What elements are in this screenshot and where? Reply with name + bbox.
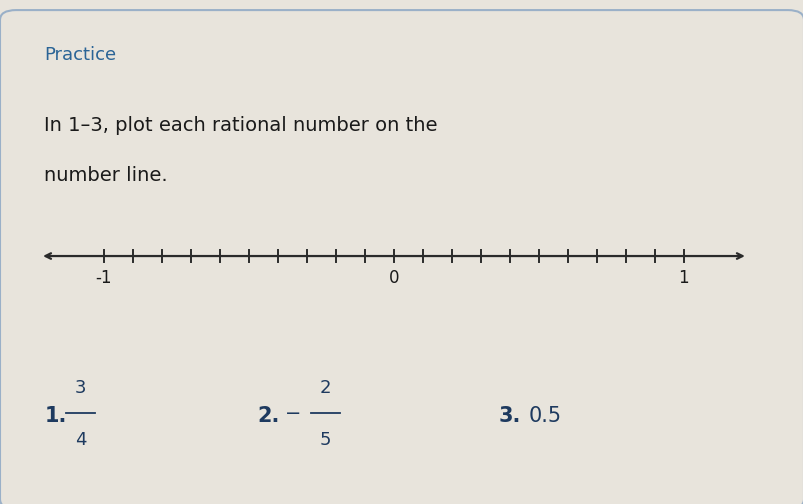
Text: 0.5: 0.5 — [528, 406, 561, 426]
Text: number line.: number line. — [44, 166, 168, 185]
Text: 5: 5 — [320, 431, 331, 449]
Text: In 1–3, plot each rational number on the: In 1–3, plot each rational number on the — [44, 116, 437, 135]
Text: 1.: 1. — [44, 406, 67, 426]
Text: 0: 0 — [388, 269, 399, 287]
Text: 1: 1 — [678, 269, 688, 287]
Text: Practice: Practice — [44, 46, 116, 65]
Text: -1: -1 — [96, 269, 112, 287]
Text: 4: 4 — [75, 431, 86, 449]
Text: −: − — [285, 404, 301, 423]
Text: 3.: 3. — [498, 406, 520, 426]
FancyBboxPatch shape — [0, 10, 803, 504]
Text: 2.: 2. — [257, 406, 279, 426]
Text: 2: 2 — [320, 379, 331, 397]
Text: 3: 3 — [75, 379, 86, 397]
